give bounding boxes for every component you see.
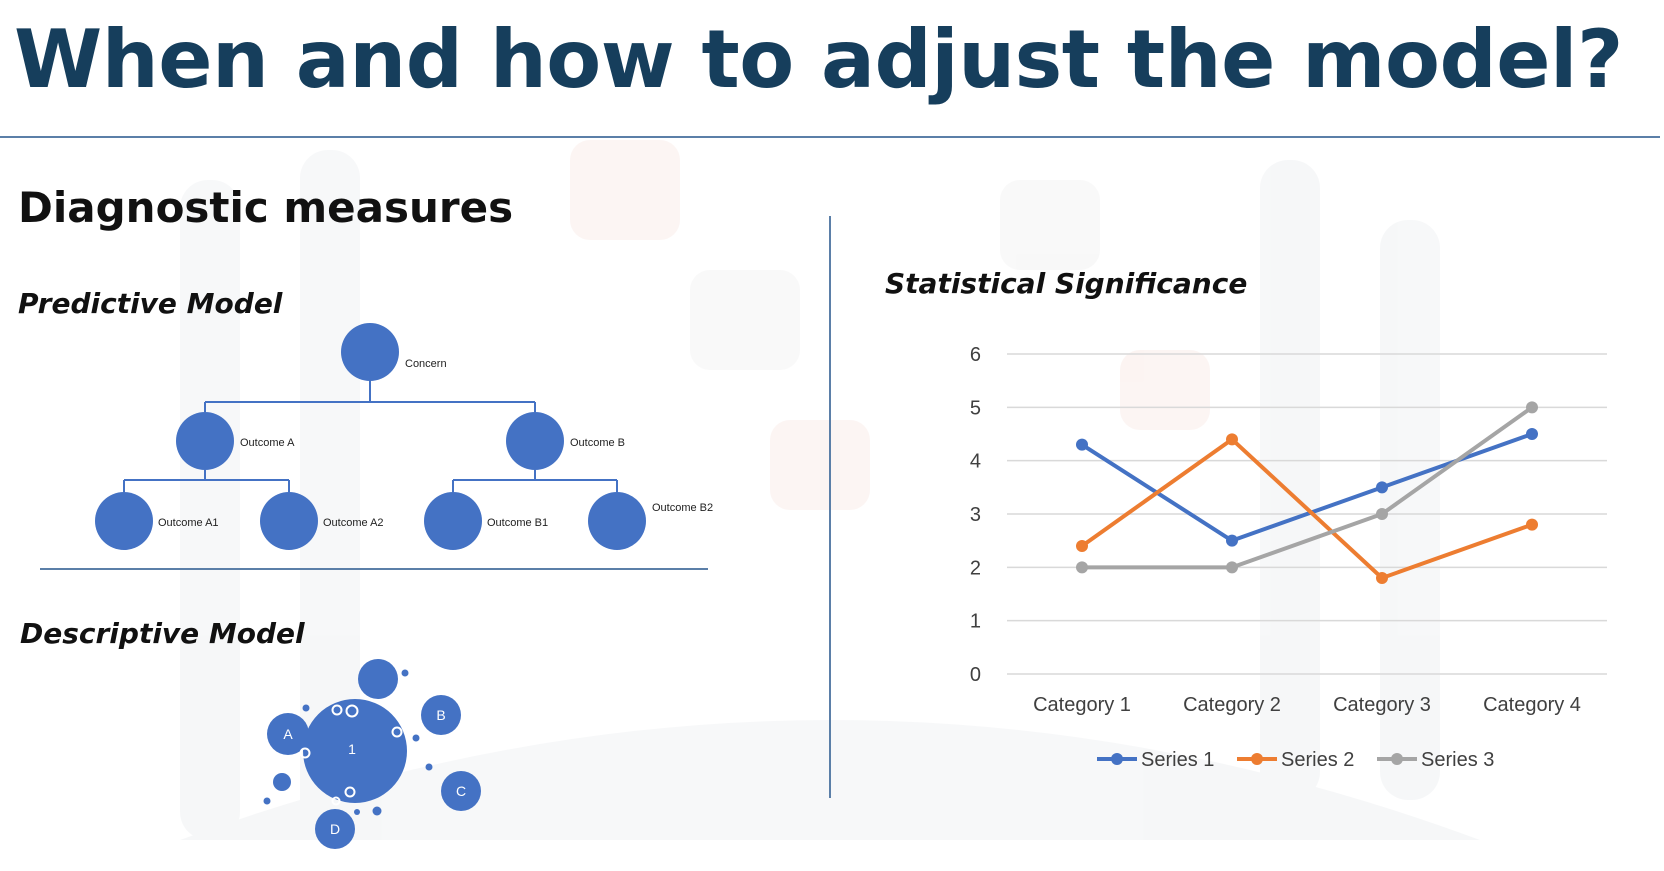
- descriptive-model-heading: Descriptive Model: [20, 617, 305, 650]
- ring-dot: [391, 726, 403, 738]
- outcome-a1-node: [95, 492, 153, 550]
- data-point: [1526, 518, 1538, 531]
- outcome-b1-node: [424, 492, 482, 550]
- y-tick-label: 4: [970, 451, 981, 473]
- data-point: [1076, 540, 1088, 552]
- data-point: [1526, 428, 1538, 440]
- top-bubble: [358, 659, 398, 699]
- section-heading: Diagnostic measures: [18, 183, 514, 232]
- dot: [425, 763, 433, 771]
- bubble-b-label: B: [436, 707, 445, 723]
- panel-divider: [829, 216, 831, 798]
- legend-label: Series 3: [1421, 749, 1494, 771]
- outcome-b2-node: [588, 492, 646, 550]
- ring-dot: [331, 704, 343, 716]
- ring-dot: [345, 704, 359, 718]
- dot: [401, 669, 409, 677]
- slide-title: When and how to adjust the model?: [14, 13, 1623, 106]
- outcome-b-label: Outcome B: [570, 437, 625, 449]
- data-point: [1526, 401, 1538, 414]
- y-tick-label: 3: [970, 504, 981, 526]
- concern-label: Concern: [405, 358, 447, 370]
- bubble-b: [421, 695, 461, 735]
- y-tick-label: 0: [970, 664, 981, 686]
- legend-label: Series 2: [1281, 749, 1354, 771]
- data-point: [1376, 481, 1388, 494]
- bubble-c-label: C: [456, 783, 466, 799]
- bubble-c: [441, 771, 481, 811]
- tree-connectors: [123, 380, 618, 492]
- data-point: [1376, 508, 1388, 520]
- series-line: [1080, 432, 1534, 543]
- bubble-a: [267, 713, 309, 755]
- predictive-model-tree: Concern Outcome A Outcome B Outcome A1 O…: [95, 323, 713, 550]
- model-divider: [40, 568, 708, 570]
- data-point: [1076, 561, 1088, 574]
- central-bubble: [303, 699, 407, 803]
- legend-marker: [1251, 753, 1263, 765]
- data-point: [1226, 534, 1238, 547]
- data-point: [1076, 438, 1088, 451]
- outcome-b1-label: Outcome B1: [487, 517, 548, 529]
- bubble-d: [315, 809, 355, 849]
- dot: [354, 809, 360, 815]
- bubble-a-label: A: [283, 726, 293, 742]
- statistical-significance-heading: Statistical Significance: [885, 267, 1248, 300]
- y-tick-label: 6: [970, 344, 981, 366]
- legend-marker: [1391, 753, 1403, 765]
- outcome-b-node: [506, 412, 564, 470]
- series-line: [1080, 405, 1534, 570]
- outcome-a2-label: Outcome A2: [323, 517, 384, 529]
- legend-marker: [1111, 753, 1123, 765]
- legend-label: Series 1: [1141, 749, 1214, 771]
- data-point: [1226, 433, 1238, 446]
- outcome-a2-node: [260, 492, 318, 550]
- descriptive-model-cluster: 1 A B C D: [263, 659, 481, 849]
- data-point: [1376, 572, 1388, 584]
- y-tick-label: 5: [970, 397, 981, 419]
- y-tick-label: 1: [970, 611, 981, 633]
- small-bubble: [273, 773, 291, 791]
- y-tick-label: 2: [970, 557, 981, 579]
- outcome-b2-label: Outcome B2: [652, 502, 713, 514]
- x-tick-label: Category 4: [1483, 694, 1581, 716]
- dot: [372, 806, 382, 816]
- ring-dot: [299, 747, 311, 759]
- x-tick-label: Category 2: [1183, 694, 1281, 716]
- outcome-a-node: [176, 412, 234, 470]
- x-tick-label: Category 1: [1033, 694, 1131, 716]
- dot: [263, 797, 271, 805]
- title-divider: [0, 136, 1660, 138]
- series-line: [1080, 437, 1534, 580]
- dot: [302, 704, 310, 712]
- ring-dot: [344, 786, 356, 798]
- bubble-d-label: D: [330, 821, 340, 837]
- outcome-a1-label: Outcome A1: [158, 517, 219, 529]
- concern-node: [341, 323, 399, 381]
- x-tick-label: Category 3: [1333, 694, 1431, 716]
- central-bubble-label: 1: [348, 741, 356, 757]
- predictive-model-heading: Predictive Model: [18, 287, 283, 320]
- data-point: [1226, 561, 1238, 574]
- line-chart: 0 1 2 3 4 5 6 Category 1 Category 2 Category 3 Cat…: [970, 344, 1607, 771]
- outcome-a-label: Outcome A: [240, 437, 295, 449]
- dot: [412, 734, 420, 742]
- ring-dot: [331, 796, 341, 806]
